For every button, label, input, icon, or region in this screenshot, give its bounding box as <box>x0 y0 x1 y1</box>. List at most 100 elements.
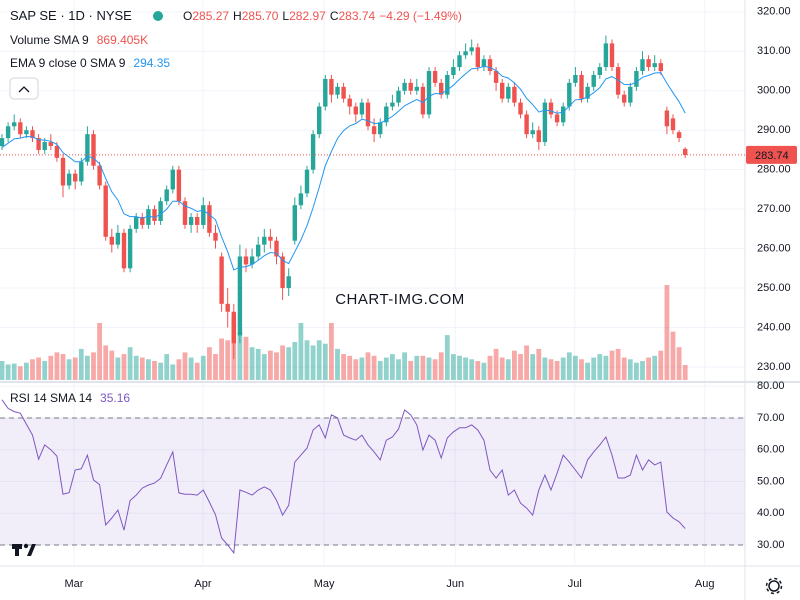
candle-body <box>335 86 340 95</box>
candle-body <box>54 146 60 158</box>
candle-body <box>481 59 487 68</box>
volume-bar <box>207 347 212 380</box>
volume-bar <box>566 352 572 380</box>
candle-body <box>493 71 499 83</box>
candle-body <box>518 102 523 115</box>
volume-bar <box>548 359 554 380</box>
candle-body <box>457 55 462 68</box>
y-tick-label: 300.00 <box>757 85 791 97</box>
ema-line <box>1 65 686 271</box>
volume-bar <box>24 362 29 380</box>
volume-bar <box>97 323 102 380</box>
collapse-button[interactable] <box>9 77 39 100</box>
candle-body <box>615 67 621 95</box>
volume-bar <box>36 357 41 380</box>
candle-body <box>5 126 11 139</box>
candle-body <box>603 43 609 68</box>
volume-bar <box>109 350 115 380</box>
volume-bar <box>85 355 90 380</box>
candle-body <box>30 130 35 139</box>
candle-body <box>585 86 590 99</box>
ema-legend: EMA 9 close 0 SMA 9 294.35 <box>10 56 170 70</box>
volume-bar <box>390 354 395 380</box>
x-tick-label: Jun <box>446 578 464 590</box>
candle-body <box>121 232 127 269</box>
settings-icon[interactable] <box>765 577 783 595</box>
volume-bar <box>78 348 84 380</box>
candle-body <box>500 82 505 99</box>
y-tick-label: 290.00 <box>757 124 791 136</box>
legend-name: EMA 9 close 0 SMA 9 <box>10 56 126 70</box>
legend-value: 35.16 <box>100 391 130 405</box>
volume-bar <box>438 352 444 380</box>
candle-body <box>60 157 66 186</box>
rsi-legend: RSI 14 SMA 14 35.16 <box>10 391 130 405</box>
candle-body <box>414 86 419 91</box>
legend-name: Volume SMA 9 <box>10 33 89 47</box>
rsi-tick-label: 50.00 <box>757 475 785 487</box>
tv-logo[interactable] <box>12 543 36 556</box>
candle-body <box>646 59 651 68</box>
watermark: CHART-IMG.COM <box>335 291 465 308</box>
candle-body <box>237 256 243 336</box>
volume-bar <box>444 335 450 380</box>
candle-body <box>127 228 133 269</box>
volume-bar <box>512 350 517 380</box>
volume-bar <box>170 364 176 380</box>
ohlc-value: 283.74 <box>338 9 375 23</box>
volume-bar <box>66 359 72 380</box>
volume-bar <box>213 354 218 380</box>
rsi-tick-label: 70.00 <box>757 412 785 424</box>
candle-body <box>36 138 41 150</box>
volume-bar <box>268 350 273 380</box>
candle-body <box>530 130 535 135</box>
candle-body <box>176 169 182 202</box>
candle-body <box>146 209 151 225</box>
volume-bar <box>432 359 438 380</box>
volume-bar <box>365 352 371 380</box>
y-tick-label: 240.00 <box>757 321 791 333</box>
candle-body <box>18 122 23 135</box>
candle-body <box>683 148 688 155</box>
candle-body <box>12 122 17 127</box>
volume-bars <box>0 285 688 380</box>
rsi-tick-label: 80.00 <box>757 380 785 392</box>
volume-bar <box>243 336 249 380</box>
candle-body <box>164 189 169 202</box>
candle-body <box>396 90 401 103</box>
ohlc-label: C <box>330 9 339 23</box>
volume-bar <box>146 359 151 380</box>
y-tick-label: 310.00 <box>757 45 791 57</box>
axes: 230.00 240.00 250.00 260.00 270.00 280.00 290.… <box>65 6 791 590</box>
volume-bar <box>493 348 499 380</box>
candle-body <box>390 102 395 107</box>
candle-body <box>420 86 426 115</box>
candle-body <box>670 118 676 131</box>
market-status <box>153 11 163 21</box>
candle-body <box>298 193 304 206</box>
change: −4.29 (−1.49%) <box>379 9 462 23</box>
ohlc-label: L <box>282 9 289 23</box>
volume-bar <box>499 357 505 380</box>
candle-body <box>134 217 139 229</box>
volume-bar <box>640 361 645 380</box>
candle-body <box>365 102 371 127</box>
volume-bar <box>524 345 529 380</box>
volume-bar <box>402 352 407 380</box>
y-tick-label: 260.00 <box>757 243 791 255</box>
volume-bar <box>536 348 542 380</box>
candle-body <box>353 106 358 115</box>
symbol-title: SAP SE · 1D · NYSE <box>10 8 132 23</box>
volume-bar <box>451 354 456 380</box>
rsi-line <box>1 399 686 555</box>
candle-body <box>475 47 480 68</box>
candle-body <box>225 303 230 312</box>
volume-bar <box>5 364 11 380</box>
volume-bar <box>127 347 133 380</box>
candle-body <box>378 122 383 135</box>
volume-bar <box>0 361 5 380</box>
candle-body <box>24 130 29 135</box>
ohlc-header: O285.27 H285.70 L282.97 C283.74 −4.29 (−1.49… <box>183 9 462 23</box>
candle-body <box>66 173 72 186</box>
